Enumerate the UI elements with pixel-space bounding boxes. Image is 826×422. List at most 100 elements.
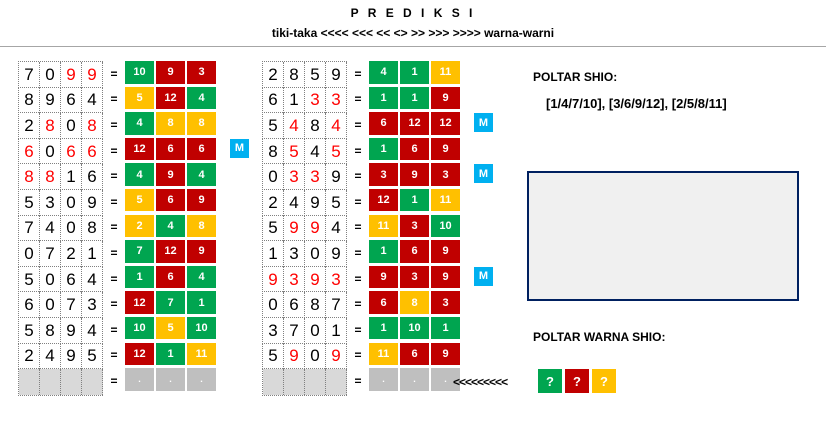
digit-cell[interactable]: 5: [19, 317, 40, 344]
digit-cell[interactable]: 8: [284, 62, 305, 88]
digit-cell[interactable]: 3: [40, 189, 61, 216]
digit-cell[interactable]: 9: [305, 215, 326, 242]
digit-cell[interactable]: 3: [326, 266, 347, 293]
digit-cell[interactable]: [305, 369, 326, 395]
digit-cell[interactable]: 0: [61, 113, 82, 139]
digit-cell[interactable]: 4: [284, 189, 305, 216]
digit-cell[interactable]: 5: [19, 189, 40, 216]
digit-cell[interactable]: 6: [19, 138, 40, 165]
digit-cell[interactable]: 3: [305, 87, 326, 114]
digit-cell[interactable]: 0: [305, 241, 326, 267]
digit-cell[interactable]: 7: [326, 292, 347, 318]
digit-cell[interactable]: 0: [19, 241, 40, 267]
digit-cell[interactable]: 8: [40, 317, 61, 344]
digit-cell[interactable]: 8: [82, 215, 103, 242]
digit-cell[interactable]: 5: [284, 138, 305, 165]
digit-cell[interactable]: 5: [305, 62, 326, 88]
digit-cell[interactable]: 4: [40, 343, 61, 370]
digit-cell[interactable]: 5: [263, 113, 284, 139]
digit-cell[interactable]: [263, 369, 284, 395]
digit-cell[interactable]: 9: [82, 189, 103, 216]
digit-cell[interactable]: 5: [263, 343, 284, 370]
digit-cell[interactable]: 0: [40, 138, 61, 165]
digit-cell[interactable]: 9: [284, 215, 305, 242]
digit-cell[interactable]: 9: [326, 343, 347, 370]
digit-cell[interactable]: 9: [82, 62, 103, 88]
digit-cell[interactable]: 9: [284, 343, 305, 370]
digit-cell[interactable]: 3: [82, 292, 103, 318]
digit-cell[interactable]: [40, 369, 61, 395]
digit-cell[interactable]: 9: [40, 87, 61, 114]
digit-cell[interactable]: [19, 369, 40, 395]
digit-cell[interactable]: 4: [82, 87, 103, 114]
digit-cell[interactable]: 8: [19, 87, 40, 114]
digit-cell[interactable]: 9: [61, 62, 82, 88]
digit-cell[interactable]: 4: [326, 215, 347, 242]
digit-cell[interactable]: 6: [19, 292, 40, 318]
digit-cell[interactable]: 7: [19, 62, 40, 88]
digit-cell[interactable]: 4: [284, 113, 305, 139]
digit-cell[interactable]: 0: [263, 292, 284, 318]
digit-cell[interactable]: 3: [326, 87, 347, 114]
digit-cell[interactable]: 2: [19, 113, 40, 139]
digit-cell[interactable]: 4: [305, 138, 326, 165]
digit-cell[interactable]: 8: [19, 164, 40, 190]
digit-cell[interactable]: 1: [61, 164, 82, 190]
digit-cell[interactable]: 3: [263, 317, 284, 344]
digit-cell[interactable]: 0: [40, 266, 61, 293]
digit-cell[interactable]: 9: [263, 266, 284, 293]
digit-cell[interactable]: [82, 369, 103, 395]
digit-cell[interactable]: 6: [284, 292, 305, 318]
digit-cell[interactable]: 6: [82, 164, 103, 190]
digit-cell[interactable]: 3: [284, 241, 305, 267]
digit-cell[interactable]: 2: [263, 62, 284, 88]
digit-cell[interactable]: 7: [61, 292, 82, 318]
digit-cell[interactable]: 4: [326, 113, 347, 139]
digit-cell[interactable]: [326, 369, 347, 395]
digit-cell[interactable]: 1: [82, 241, 103, 267]
digit-cell[interactable]: 6: [263, 87, 284, 114]
digit-cell[interactable]: 4: [82, 266, 103, 293]
digit-cell[interactable]: [61, 369, 82, 395]
digit-cell[interactable]: 0: [40, 62, 61, 88]
digit-cell[interactable]: 9: [305, 189, 326, 216]
digit-cell[interactable]: 8: [40, 113, 61, 139]
digit-cell[interactable]: 9: [326, 241, 347, 267]
digit-cell[interactable]: 0: [61, 215, 82, 242]
digit-cell[interactable]: 1: [284, 87, 305, 114]
digit-cell[interactable]: 3: [305, 164, 326, 190]
digit-cell[interactable]: 0: [305, 317, 326, 344]
digit-cell[interactable]: 4: [40, 215, 61, 242]
digit-cell[interactable]: 9: [326, 62, 347, 88]
digit-cell[interactable]: 9: [61, 343, 82, 370]
digit-cell[interactable]: 6: [61, 138, 82, 165]
digit-cell[interactable]: 9: [61, 317, 82, 344]
digit-cell[interactable]: 1: [326, 317, 347, 344]
digit-cell[interactable]: 5: [326, 138, 347, 165]
digit-cell[interactable]: 7: [19, 215, 40, 242]
digit-cell[interactable]: 6: [61, 266, 82, 293]
digit-cell[interactable]: 8: [305, 292, 326, 318]
digit-cell[interactable]: 5: [326, 189, 347, 216]
digit-cell[interactable]: 1: [263, 241, 284, 267]
digit-cell[interactable]: 0: [40, 292, 61, 318]
digit-cell[interactable]: 8: [263, 138, 284, 165]
digit-cell[interactable]: 8: [305, 113, 326, 139]
digit-cell[interactable]: 8: [82, 113, 103, 139]
digit-cell[interactable]: 0: [263, 164, 284, 190]
digit-cell[interactable]: 6: [61, 87, 82, 114]
digit-cell[interactable]: 0: [61, 189, 82, 216]
digit-cell[interactable]: 2: [19, 343, 40, 370]
digit-cell[interactable]: [284, 369, 305, 395]
digit-cell[interactable]: 5: [19, 266, 40, 293]
digit-cell[interactable]: 5: [82, 343, 103, 370]
digit-cell[interactable]: 3: [284, 266, 305, 293]
result-output-box[interactable]: [527, 171, 799, 301]
digit-cell[interactable]: 7: [284, 317, 305, 344]
digit-cell[interactable]: 9: [326, 164, 347, 190]
digit-cell[interactable]: 6: [82, 138, 103, 165]
digit-cell[interactable]: 3: [284, 164, 305, 190]
digit-cell[interactable]: 9: [305, 266, 326, 293]
digit-cell[interactable]: 2: [263, 189, 284, 216]
digit-cell[interactable]: 7: [40, 241, 61, 267]
